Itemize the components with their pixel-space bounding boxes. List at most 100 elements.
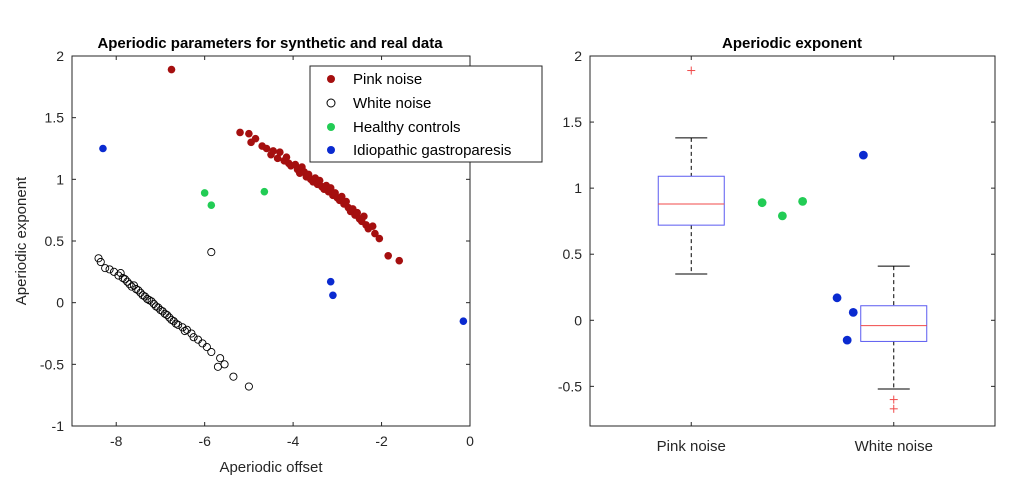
scatter-point-white-noise: [96, 257, 105, 267]
boxplot-category-label: White noise: [855, 438, 933, 455]
scatter-y-tick-label: 1: [56, 171, 64, 187]
scatter-y-tick-label: 1.5: [45, 110, 65, 126]
legend-marker-healthy-controls: [327, 123, 335, 131]
legend-marker-pink-noise: [327, 75, 335, 83]
scatter-x-tick-label: 0: [466, 433, 474, 449]
scatter-x-tick-label: -8: [110, 433, 123, 449]
legend-marker-idiopathic-gastroparesis: [327, 146, 335, 154]
boxplot-axes-box: [589, 55, 996, 427]
scatter-point-white-noise: [163, 310, 172, 320]
scatter-y-tick-label: -1: [52, 418, 65, 434]
scatter-point-white-noise: [216, 354, 225, 363]
scatter-point-healthy-controls: [260, 187, 269, 196]
scatter-point-white-noise: [105, 265, 114, 274]
boxplot-point-idiopathic-gastroparesis: [842, 335, 852, 345]
scatter-point-white-noise: [147, 297, 156, 306]
scatter-point-white-noise: [114, 271, 123, 280]
scatter-x-tick-label: -6: [198, 433, 211, 449]
boxplot-white-noise-outlier: [889, 395, 898, 404]
scatter-point-pink-noise: [167, 65, 176, 74]
scatter-point-pink-noise: [245, 129, 253, 138]
scatter-x-tick-label: -4: [287, 433, 300, 449]
boxplot-point-healthy-controls: [798, 196, 808, 206]
boxplot-category-label: Pink noise: [657, 438, 726, 455]
scatter-point-healthy-controls: [207, 201, 216, 210]
boxplot-y-tick-label: 2: [574, 48, 582, 64]
boxplot-point-healthy-controls: [757, 198, 767, 208]
scatter-point-idiopathic-gastroparesis: [326, 277, 335, 286]
scatter-point-white-noise: [143, 294, 152, 304]
scatter-point-white-noise: [198, 339, 207, 348]
boxplot-point-idiopathic-gastroparesis: [832, 293, 842, 303]
boxplot-x-ticks: Pink noise White noise: [657, 56, 933, 455]
scatter-points: [94, 65, 468, 391]
scatter-point-white-noise: [127, 282, 136, 291]
scatter-x-ticks: -8 -6 -4 -2 0: [110, 56, 474, 449]
scatter-point-white-noise: [213, 362, 222, 371]
scatter-point-pink-noise: [236, 128, 244, 137]
scatter-point-idiopathic-gastroparesis: [329, 291, 337, 300]
legend-box: [309, 65, 543, 163]
scatter-point-white-noise: [121, 275, 130, 284]
scatter-point-pink-noise: [353, 208, 362, 217]
scatter-y-ticks: -1 -0.5 0 0.5 1 1.5 2: [40, 48, 470, 434]
scatter-point-pink-noise: [273, 154, 282, 163]
scatter-point-white-noise: [193, 335, 203, 344]
scatter-point-pink-noise: [360, 212, 368, 221]
scatter-point-pink-noise: [282, 153, 291, 161]
boxplot-y-tick-label: -0.5: [558, 378, 582, 394]
scatter-panel: Aperiodic parameters for synthetic and r…: [13, 35, 543, 476]
scatter-point-idiopathic-gastroparesis: [99, 144, 107, 153]
scatter-point-white-noise: [125, 280, 134, 289]
scatter-point-white-noise: [109, 267, 119, 276]
scatter-point-pink-noise: [368, 222, 377, 230]
legend-label-pink-noise: Pink noise: [353, 71, 422, 88]
scatter-point-pink-noise: [315, 176, 324, 185]
scatter-point-pink-noise: [269, 147, 278, 155]
scatter-point-white-noise: [244, 382, 253, 391]
scatter-point-white-noise: [189, 333, 198, 342]
scatter-point-pink-noise: [375, 234, 384, 243]
scatter-y-tick-label: 2: [56, 48, 64, 64]
legend: Pink noise White noise Healthy controls …: [309, 65, 543, 163]
scatter-point-white-noise: [174, 320, 183, 329]
scatter-y-axis-label: Aperiodic exponent: [13, 176, 30, 305]
boxplot-y-tick-label: 0.5: [563, 246, 583, 262]
scatter-y-tick-label: -0.5: [40, 356, 64, 372]
legend-label-white-noise: White noise: [353, 95, 431, 112]
boxplot-white-noise-outlier: [889, 404, 898, 413]
scatter-point-white-noise: [116, 269, 125, 278]
scatter-point-pink-noise: [337, 192, 346, 201]
boxplot-panel: Aperiodic exponent -0.5 0 0.5 1 1.5 2 Pink no…: [558, 35, 996, 455]
scatter-point-white-noise: [134, 286, 143, 295]
boxplot-y-tick-label: 0: [574, 312, 582, 328]
scatter-point-pink-noise: [384, 252, 392, 260]
boxplot-point-healthy-controls: [777, 211, 787, 221]
scatter-point-white-noise: [171, 319, 180, 328]
scatter-point-white-noise: [207, 347, 216, 357]
scatter-point-pink-noise: [395, 256, 404, 265]
boxplot-point-idiopathic-gastroparesis: [858, 150, 868, 160]
legend-marker-white-noise: [326, 98, 336, 108]
scatter-point-white-noise: [182, 325, 192, 334]
boxplot-y-tick-label: 1: [574, 180, 582, 196]
boxplot-pink-noise-box: [657, 175, 725, 226]
boxplot-boxes: [657, 66, 928, 413]
scatter-point-white-noise: [202, 343, 211, 352]
scatter-point-pink-noise: [276, 148, 284, 156]
scatter-point-white-noise: [220, 360, 229, 369]
scatter-point-pink-noise: [371, 229, 379, 238]
scatter-point-pink-noise: [251, 134, 260, 143]
scatter-x-axis-label: Aperiodic offset: [219, 459, 323, 476]
boxplot-white-noise-box: [860, 305, 928, 342]
boxplot-y-tick-label: 1.5: [563, 114, 583, 130]
boxplot-overlay-points: [757, 150, 868, 345]
legend-label-idiopathic-gastroparesis: Idiopathic gastroparesis: [353, 142, 511, 159]
scatter-x-tick-label: -2: [375, 433, 388, 449]
scatter-title: Aperiodic parameters for synthetic and r…: [97, 35, 443, 52]
scatter-point-idiopathic-gastroparesis: [459, 317, 468, 325]
scatter-point-white-noise: [207, 248, 216, 257]
scatter-y-tick-label: 0: [56, 295, 64, 311]
boxplot-point-idiopathic-gastroparesis: [848, 307, 858, 317]
scatter-y-tick-label: 0.5: [45, 233, 65, 249]
